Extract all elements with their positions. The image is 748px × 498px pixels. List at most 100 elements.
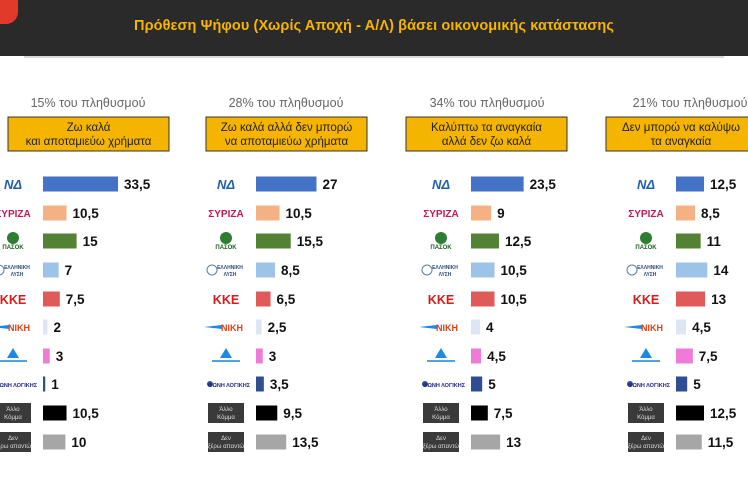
other-party-box-text-1: Άλλο xyxy=(639,407,653,413)
plefsi-logo-base xyxy=(632,360,660,362)
pasok-logo xyxy=(640,232,652,244)
bar-syriza xyxy=(471,205,492,221)
niki-logo xyxy=(0,325,9,329)
dont-know-box-text-2: ξέρω απαντώ xyxy=(628,443,664,450)
plefsi-logo xyxy=(640,348,652,358)
elliniki-lysi-text-1: ΕΛΛΗΝΙΚΗ xyxy=(217,265,243,271)
data-label: 12,5 xyxy=(710,406,737,421)
data-label: 11 xyxy=(707,234,722,249)
party-logo: ΝΔ xyxy=(429,176,453,192)
data-label: 13 xyxy=(506,435,522,450)
data-label: 10,5 xyxy=(501,263,528,278)
bar-foni-logikis xyxy=(256,376,264,392)
foni-logikis-logo xyxy=(627,381,633,387)
party-logo: ΦΩΝΗ ΛΟΓΙΚΗΣ xyxy=(207,381,251,389)
bar-kke xyxy=(43,291,60,307)
dont-know-box-text-1: Δεν xyxy=(641,436,651,442)
foni-logikis-text: ΦΩΝΗ ΛΟΓΙΚΗΣ xyxy=(628,383,671,389)
population-label: 34% του πληθυσμού xyxy=(430,96,545,110)
bar-other-party xyxy=(676,405,704,421)
data-label: 3 xyxy=(56,349,64,364)
bar-pasok xyxy=(256,233,291,249)
other-party-box xyxy=(628,403,664,423)
bar-plefsi xyxy=(676,348,693,364)
data-label: 10 xyxy=(71,435,86,450)
party-logo: ΝΙΚΗ xyxy=(624,323,663,333)
party-logo: ΚΚΕ xyxy=(633,293,659,307)
data-label: 5 xyxy=(488,377,496,392)
dont-know-box xyxy=(0,432,31,452)
data-label: 4,5 xyxy=(692,320,711,335)
bar-kke xyxy=(676,291,706,307)
data-label: 11,5 xyxy=(708,435,734,450)
dont-know-box-text-2: ξέρω απαντώ xyxy=(208,443,244,450)
nd-logo-text: ΝΔ xyxy=(637,177,655,192)
title-bar xyxy=(0,0,748,56)
nd-logo xyxy=(634,176,658,192)
party-logo: ΦΩΝΗ ΛΟΓΙΚΗΣ xyxy=(0,383,38,389)
data-label: 7,5 xyxy=(699,349,718,364)
bar-plefsi xyxy=(43,348,50,364)
panel-1: 15% του πληθυσμού Ζω καλά και αποταμιεύω χ… xyxy=(0,96,170,452)
panel-2: 28% του πληθυσμού Ζω καλά αλλά δεν μπορώ ν… xyxy=(204,96,368,452)
data-label: 8,5 xyxy=(281,263,300,278)
kke-logo: ΚΚΕ xyxy=(633,293,659,307)
data-label: 7 xyxy=(65,263,73,278)
elliniki-lysi-logo xyxy=(0,264,5,276)
party-logo: ΠΑΣΟΚ xyxy=(430,232,452,251)
bar-syriza xyxy=(676,205,696,221)
elliniki-lysi-logo xyxy=(421,264,433,276)
nd-logo-text: ΝΔ xyxy=(217,177,235,192)
syriza-logo: ΣΥΡΙΖΑ xyxy=(208,209,243,220)
data-label: 10,5 xyxy=(73,406,100,421)
other-party-box-text-2: Κόμμα xyxy=(217,414,235,421)
nd-logo xyxy=(214,176,238,192)
bar-dont-know xyxy=(676,434,702,450)
party-logo: ΦΩΝΗ ΛΟΓΙΚΗΣ xyxy=(627,381,671,389)
foni-logikis-text: ΦΩΝΗ ΛΟΓΙΚΗΣ xyxy=(423,383,466,389)
dont-know-box-text-2: ξέρω απαντώ xyxy=(423,443,459,450)
population-label: 21% του πληθυσμού xyxy=(633,96,748,110)
bar-other-party xyxy=(256,405,278,421)
party-logo xyxy=(0,348,27,362)
data-label: 27 xyxy=(322,177,337,192)
elliniki-lysi-text-2: ΛΥΣΗ xyxy=(224,272,237,278)
category-header-box xyxy=(205,116,368,152)
bar-plefsi xyxy=(471,348,482,364)
bar-nd xyxy=(43,176,119,192)
dont-know-box-text-1: Δεν xyxy=(221,436,231,442)
bar-dont-know xyxy=(256,434,287,450)
elliniki-lysi-text-2: ΛΥΣΗ xyxy=(644,272,657,278)
data-label: 6,5 xyxy=(277,292,296,307)
other-party-box-text-1: Άλλο xyxy=(6,407,20,413)
data-label: 3,5 xyxy=(270,377,289,392)
bar-other-party xyxy=(43,405,67,421)
category-header-line: Ζω καλά αλλά δεν μπορώ xyxy=(221,122,353,134)
niki-logo-text: ΝΙΚΗ xyxy=(436,323,458,333)
dont-know-box xyxy=(208,432,244,452)
party-logo: ΣΥΡΙΖΑ xyxy=(0,209,31,220)
other-party-box-text-2: Κόμμα xyxy=(432,414,450,421)
foni-logikis-text: ΦΩΝΗ ΛΟΓΙΚΗΣ xyxy=(208,383,251,389)
page-title: Πρόθεση Ψήφου (Χωρίς Αποχή - Α/Λ) βάσει … xyxy=(134,18,614,34)
data-label: 33,5 xyxy=(124,177,151,192)
niki-logo-text: ΝΙΚΗ xyxy=(8,323,30,333)
nd-logo xyxy=(1,176,25,192)
party-logo: ΚΚΕ xyxy=(213,293,239,307)
syriza-logo: ΣΥΡΙΖΑ xyxy=(423,209,458,220)
other-party-box-text-2: Κόμμα xyxy=(4,414,22,421)
data-label: 10,5 xyxy=(73,206,100,221)
panel-3: 34% του πληθυσμού Καλύπτω τα αναγκαία αλλά… xyxy=(405,96,568,452)
panel-4: 21% του πληθυσμού Δεν μπορώ να καλύψω τα α… xyxy=(605,96,748,452)
category-header-box xyxy=(405,116,568,152)
dont-know-box-text-2: ξέρω απαντώ xyxy=(0,443,31,450)
party-logo: ΚΚΕ xyxy=(0,293,26,307)
bar-pasok xyxy=(43,233,77,249)
party-logo xyxy=(632,348,660,362)
